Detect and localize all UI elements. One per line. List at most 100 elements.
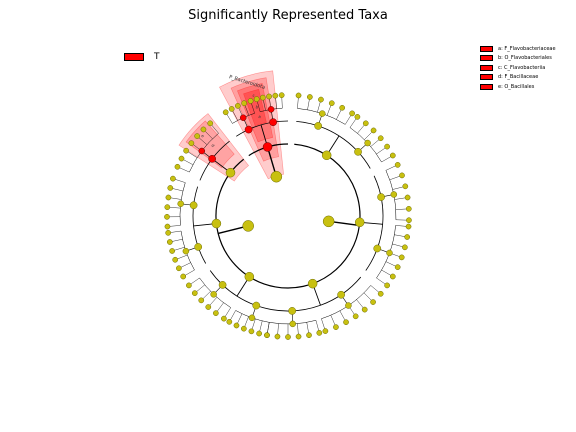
highlighted-node <box>239 114 247 121</box>
taxon-node <box>404 234 411 240</box>
taxon-node <box>167 185 174 191</box>
legend-text: d: F_Bacillaceae <box>498 74 539 81</box>
taxon-node <box>240 325 247 332</box>
legend-text: b: O_Flavobacteriales <box>498 55 552 62</box>
taxon-node <box>354 147 362 156</box>
clade-label-b: b <box>255 104 259 110</box>
taxon-node <box>389 152 396 159</box>
taxon-node <box>278 92 285 99</box>
taxon-node <box>389 273 396 280</box>
taxon-node <box>174 163 181 170</box>
legend-item: d: F_Bacillaceae <box>480 73 556 83</box>
taxon-node <box>406 217 412 224</box>
taxon-node <box>339 104 346 111</box>
legend-swatch <box>480 55 493 62</box>
class-arc <box>296 120 371 169</box>
taxon-node <box>398 254 405 261</box>
taxon-node <box>248 328 255 335</box>
taxon-node <box>370 127 377 134</box>
class-arc <box>236 120 289 137</box>
taxon-node <box>259 94 266 101</box>
clade-label-c: c <box>252 93 255 98</box>
legend-item: e: O_Bacillales <box>480 82 556 92</box>
highlighted-node <box>198 147 205 155</box>
taxon-node <box>205 304 212 310</box>
taxon-node <box>390 191 398 198</box>
legend-swatch <box>480 83 493 90</box>
highlighted-node <box>208 154 216 163</box>
taxon-node <box>252 301 261 310</box>
taxon-node <box>226 318 233 325</box>
legend-item: b: O_Flavobacteriales <box>480 54 556 64</box>
class-arc <box>192 186 207 264</box>
taxon-node <box>234 103 241 109</box>
taxon-node <box>314 122 322 130</box>
taxon-node <box>318 96 324 103</box>
taxon-node <box>377 135 384 142</box>
taxon-node <box>191 290 198 296</box>
taxon-node <box>386 249 393 257</box>
taxon-node <box>165 194 172 201</box>
taxon-node <box>218 281 227 289</box>
taxon-node <box>194 133 200 139</box>
clade-legend: a: F_Flavobacteriaceae b: O_Flavobacteri… <box>480 44 556 92</box>
class-arc <box>209 270 272 310</box>
class-arc <box>365 175 384 271</box>
taxon-node <box>402 183 409 190</box>
clade-label-d: d <box>210 143 216 149</box>
taxon-node <box>377 193 385 201</box>
legend-item: c: C_Flavobacteriia <box>480 63 556 73</box>
taxon-node <box>178 155 185 162</box>
taxon-node <box>189 201 198 210</box>
legend-text: c: C_Flavobacteriia <box>498 64 546 71</box>
taxon-node <box>337 290 345 299</box>
taxon-node <box>165 229 172 236</box>
taxon-node <box>198 297 205 304</box>
taxon-node <box>221 315 227 322</box>
taxon-node <box>213 310 219 316</box>
taxon-node <box>328 100 335 107</box>
highlighted-node <box>262 142 273 152</box>
highlighted-node <box>244 125 253 134</box>
taxon-node <box>194 243 203 251</box>
taxon-node <box>182 247 190 255</box>
taxon-node <box>295 333 302 340</box>
taxon-node <box>177 200 184 208</box>
taxon-node <box>384 282 390 289</box>
taxon-node <box>295 92 302 99</box>
taxon-node <box>289 320 296 328</box>
taxon-node <box>244 271 255 282</box>
taxon-node <box>352 313 359 320</box>
clade-label-a: a <box>258 114 262 120</box>
taxon-node <box>166 239 173 245</box>
taxon-node <box>228 106 235 112</box>
taxon-node <box>272 92 279 99</box>
taxon-node <box>253 96 260 102</box>
clade-shade-e <box>178 113 250 182</box>
taxon-node <box>384 143 390 150</box>
taxon-node <box>164 213 170 220</box>
taxon-node <box>405 205 412 212</box>
legend-swatch <box>480 45 493 52</box>
taxon-node <box>164 204 171 210</box>
taxon-node <box>321 150 332 161</box>
highlighted-node <box>269 118 277 127</box>
taxon-node <box>319 110 326 117</box>
taxon-node <box>345 302 352 309</box>
taxon-node <box>210 291 217 298</box>
taxon-node <box>247 98 254 104</box>
taxon-node <box>349 110 355 117</box>
taxon-node <box>200 126 207 133</box>
taxon-node <box>241 100 247 107</box>
legend-swatch-t <box>124 53 144 61</box>
taxon-node <box>361 306 368 313</box>
taxon-node <box>394 162 401 168</box>
legend-swatch <box>480 64 493 71</box>
taxon-node <box>354 114 361 120</box>
taxon-node <box>377 290 384 297</box>
taxon-node <box>322 215 335 228</box>
taxon-node <box>364 139 371 147</box>
taxon-node <box>242 220 254 232</box>
taxon-node <box>285 334 291 340</box>
